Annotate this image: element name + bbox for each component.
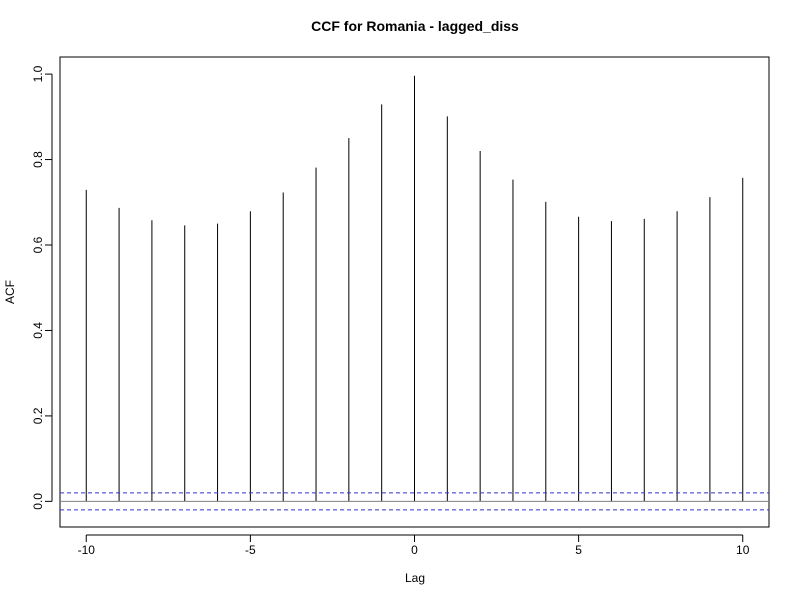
y-axis: 0.0 0.2 0.4 0.6 0.8 1.0 <box>31 65 53 510</box>
y-tick-label: 0.2 <box>31 407 45 424</box>
y-tick-label: 1.0 <box>31 65 45 82</box>
x-tick-label: -10 <box>78 543 96 557</box>
y-tick-label: 0.0 <box>31 493 45 510</box>
y-tick-label: 0.8 <box>31 151 45 168</box>
x-axis: -10 -5 0 5 10 <box>78 534 750 557</box>
x-tick-label: 10 <box>736 543 750 557</box>
chart-title: CCF for Romania - lagged_diss <box>311 18 519 34</box>
x-axis-label: Lag <box>405 571 425 585</box>
y-tick-label: 0.4 <box>31 322 45 339</box>
reference-lines <box>60 492 769 511</box>
y-tick-label: 0.6 <box>31 236 45 253</box>
plot-box <box>59 56 770 528</box>
x-tick-label: -5 <box>245 543 256 557</box>
x-tick-label: 0 <box>411 543 418 557</box>
y-axis-label: ACF <box>3 280 17 304</box>
acf-bars <box>85 75 744 502</box>
x-tick-label: 5 <box>575 543 582 557</box>
